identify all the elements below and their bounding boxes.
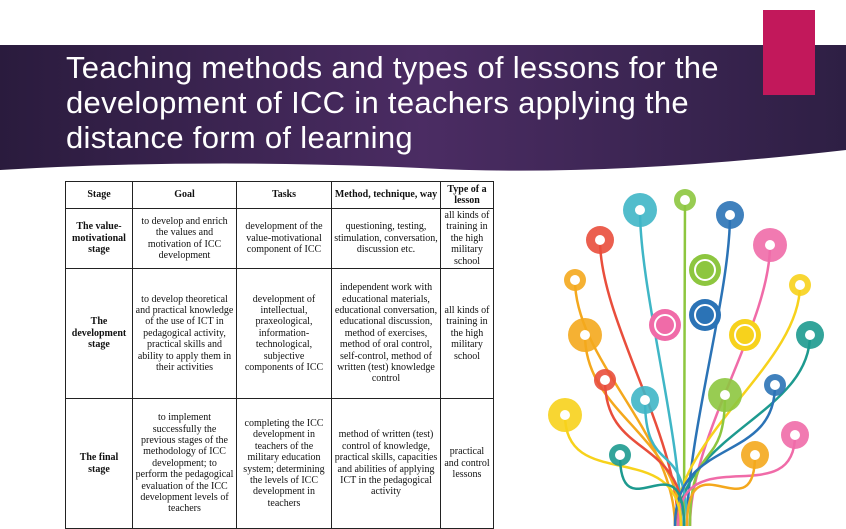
header-row: Stage Goal Tasks Method, technique, way Type… [65, 181, 494, 209]
tree-icon-center [635, 205, 645, 215]
tree-hub [729, 319, 761, 351]
tree-hub-ring [654, 314, 676, 336]
tree-icon-center [790, 430, 800, 440]
tree-branch [618, 454, 686, 526]
tree-branch [685, 454, 757, 526]
table-row: The final stage to implement successfully… [65, 398, 494, 529]
stage-cell: The development stage [65, 268, 133, 400]
tree-icon-center [725, 210, 735, 220]
tree-branch [638, 209, 683, 526]
tree-hub [649, 309, 681, 341]
tree-icon-center [805, 330, 815, 340]
table-cell: to develop theoretical and practical kno… [132, 268, 237, 400]
table-cell: completing the ICC development in teache… [236, 398, 332, 529]
tree-icon-center [750, 450, 760, 460]
stage-cell: The final stage [65, 398, 133, 529]
tree-branch [583, 334, 683, 526]
table-cell: questioning, testing, stimulation, conve… [331, 207, 441, 270]
header-cell: Method, technique, way [331, 181, 441, 209]
tree-icon-center [770, 380, 780, 390]
band-shape [0, 45, 846, 171]
tree-hub-ring [734, 324, 756, 346]
table-cell: all kinds of training in the high milita… [440, 268, 494, 400]
tree-icon-center [765, 240, 775, 250]
header-cell: Goal [132, 181, 237, 209]
tree-icon-center [560, 410, 570, 420]
tree-hub [689, 299, 721, 331]
table-cell: method of written (test) control of know… [331, 398, 441, 529]
tree-branch [573, 279, 677, 526]
slide-title: Teaching methods and types of lessons fo… [66, 50, 719, 155]
table-body: The value-motivational stage to develop a… [65, 207, 494, 529]
header-cell: Type of a lesson [440, 181, 494, 209]
table-cell: to develop and enrich the values and mot… [132, 207, 237, 270]
table-cell: independent work with educational materi… [331, 268, 441, 400]
tree-branch [685, 214, 732, 526]
tree-illustration [548, 189, 824, 526]
tree-icon-center [615, 450, 625, 460]
methods-table: Stage Goal Tasks Method, technique, way Type… [65, 181, 494, 529]
tree-icon-center [570, 275, 580, 285]
table-row: The development stage to develop theoreti… [65, 268, 494, 400]
tree-icon-center [680, 195, 690, 205]
table-cell: to implement successfully the previous s… [132, 398, 237, 529]
header-cell: Stage [65, 181, 133, 209]
tree-icon-center [600, 375, 610, 385]
stage-cell: The value-motivational stage [65, 207, 133, 270]
table-cell: development of intellectual, praxeologic… [236, 268, 332, 400]
table-cell: development of the value-motivational co… [236, 207, 332, 270]
tree-hub-ring [694, 304, 716, 326]
tree-icon-center [720, 390, 730, 400]
table-row: The value-motivational stage to develop a… [65, 207, 494, 270]
table-cell: practical and control lessons [440, 398, 494, 529]
tree-branch [682, 199, 687, 526]
accent-rectangle [763, 10, 815, 95]
tree-hub [689, 254, 721, 286]
tree-icon-center [640, 395, 650, 405]
table-cell: all kinds of training in the high milita… [440, 207, 494, 270]
tree-icon-center [580, 330, 590, 340]
tree-hub-ring [694, 259, 716, 281]
tree-branch [563, 414, 683, 526]
tree-icon-center [795, 280, 805, 290]
header-cell: Tasks [236, 181, 332, 209]
tree-icon-center [595, 235, 605, 245]
title-band [0, 45, 846, 171]
tree-branch [676, 434, 797, 526]
